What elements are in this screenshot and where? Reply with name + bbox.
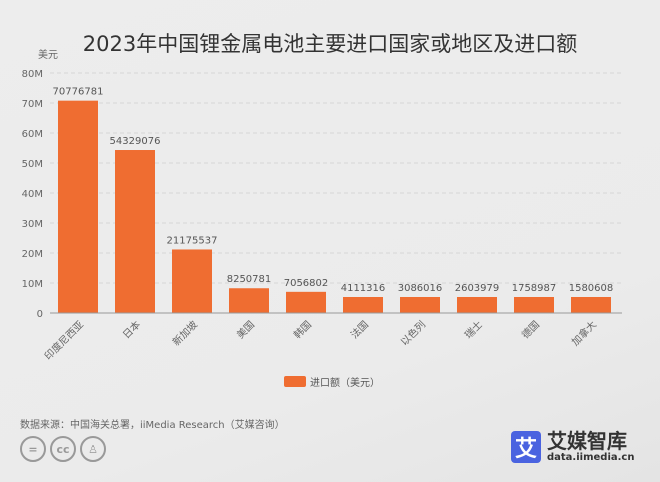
bar bbox=[457, 297, 497, 313]
y-tick-label: 70M bbox=[22, 99, 43, 110]
data-label: 7056802 bbox=[284, 278, 329, 289]
x-tick-label: 瑞士 bbox=[462, 318, 485, 341]
data-label: 2603979 bbox=[455, 283, 500, 294]
x-tick-label: 德国 bbox=[519, 318, 542, 341]
nd-icon: = bbox=[20, 436, 46, 462]
data-label: 1758987 bbox=[512, 283, 557, 294]
data-label: 70776781 bbox=[53, 87, 104, 98]
data-label: 21175537 bbox=[167, 235, 218, 246]
logo-url: data.iimedia.cn bbox=[547, 452, 635, 463]
x-tick-label: 韩国 bbox=[291, 318, 314, 341]
data-label: 1580608 bbox=[569, 283, 614, 294]
data-label: 54329076 bbox=[110, 136, 161, 147]
y-tick-label: 80M bbox=[22, 69, 43, 80]
x-tick-label: 印度尼西亚 bbox=[42, 318, 87, 363]
bar bbox=[58, 100, 98, 314]
license-icons: = cc ♙ bbox=[20, 436, 106, 462]
legend: 进口额（美元） bbox=[284, 374, 380, 389]
data-source: 数据来源：中国海关总署，iiMedia Research（艾媒咨询） bbox=[20, 420, 285, 431]
bar bbox=[514, 297, 554, 313]
bar bbox=[229, 288, 269, 313]
x-tick-label: 美国 bbox=[234, 318, 257, 341]
data-label: 3086016 bbox=[398, 283, 443, 294]
y-axis-label: 美元 bbox=[38, 48, 58, 61]
y-tick-label: 20M bbox=[22, 249, 43, 260]
bar-chart: 美元 0 10M 20M 30M 40M 50M 60M 70M 80M 70776781 印度尼西亚… bbox=[22, 48, 622, 363]
y-tick-label: 60M bbox=[22, 129, 43, 140]
bar bbox=[286, 291, 326, 313]
legend-label: 进口额（美元） bbox=[310, 378, 380, 389]
x-tick-label: 法国 bbox=[348, 318, 371, 341]
x-tick-label: 日本 bbox=[120, 318, 143, 341]
y-tick-label: 40M bbox=[22, 189, 43, 200]
bar bbox=[343, 297, 383, 313]
bar bbox=[172, 249, 212, 313]
bar bbox=[400, 297, 440, 313]
y-tick-label: 50M bbox=[22, 159, 43, 170]
bar bbox=[571, 297, 611, 313]
chart-title: 2023年中国锂金属电池主要进口国家或地区及进口额 bbox=[82, 32, 578, 56]
cc-icon: cc bbox=[50, 436, 76, 462]
y-tick-label: 30M bbox=[22, 219, 43, 230]
legend-swatch bbox=[284, 376, 306, 387]
y-tick-label: 10M bbox=[22, 279, 43, 290]
x-tick-label: 新加坡 bbox=[170, 318, 200, 348]
data-label: 8250781 bbox=[227, 274, 272, 285]
by-icon: ♙ bbox=[80, 436, 106, 462]
logo-name: 艾媒智库 bbox=[547, 429, 627, 453]
x-tick-label: 以色列 bbox=[398, 318, 428, 348]
bar bbox=[115, 150, 155, 313]
y-tick-label: 0 bbox=[37, 309, 43, 320]
data-label: 4111316 bbox=[341, 283, 386, 294]
x-tick-label: 加拿大 bbox=[569, 318, 599, 348]
logo-mark: 艾 bbox=[511, 430, 541, 463]
logo: 艾 艾媒智库 data.iimedia.cn bbox=[511, 430, 634, 463]
